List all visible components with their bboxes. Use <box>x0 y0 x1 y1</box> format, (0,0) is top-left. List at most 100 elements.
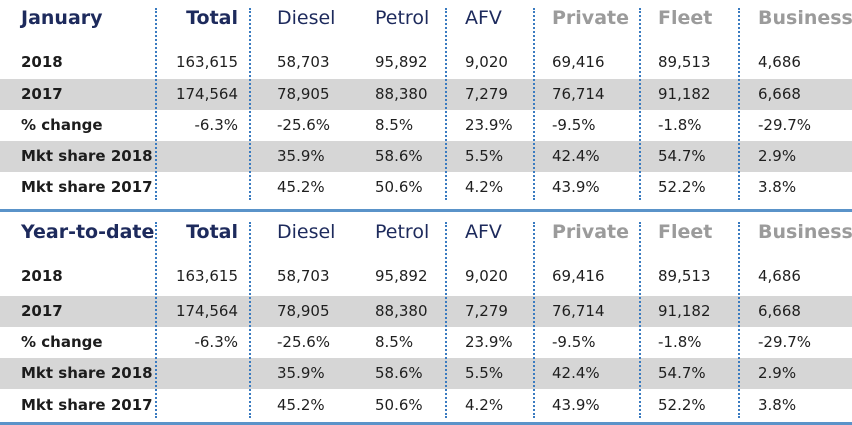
cell-diesel: 58,703 <box>277 267 330 285</box>
column-header-private: Private <box>552 221 629 243</box>
row-label: Mkt share 2017 <box>21 396 153 414</box>
table-row: Mkt share 2017 45.2% 50.6% 4.2% 43.9% 52… <box>0 390 852 421</box>
row-label: 2018 <box>21 53 63 71</box>
column-header-total: Total <box>186 7 238 29</box>
cell-afv: 23.9% <box>465 116 513 134</box>
column-header-diesel: Diesel <box>277 7 336 29</box>
cell-business: -29.7% <box>758 116 812 134</box>
cell-diesel: 45.2% <box>277 396 325 414</box>
cell-total: 163,615 <box>175 53 238 71</box>
column-divider <box>639 222 641 418</box>
row-label: 2017 <box>21 302 63 320</box>
cell-petrol: 58.6% <box>375 364 423 382</box>
cell-afv: 23.9% <box>465 333 513 351</box>
cell-petrol: 88,380 <box>375 85 428 103</box>
column-divider <box>155 222 157 418</box>
row-label: % change <box>21 333 103 351</box>
cell-private: -9.5% <box>552 116 596 134</box>
column-divider <box>445 8 447 200</box>
table-row: 2018 163,615 58,703 95,892 9,020 69,416 … <box>0 47 852 78</box>
column-header-fleet: Fleet <box>658 7 713 29</box>
cell-diesel: 78,905 <box>277 302 330 320</box>
cell-total: 174,564 <box>175 302 238 320</box>
cell-total <box>158 141 238 172</box>
section-divider-rule <box>0 209 852 212</box>
cell-fleet: 52.2% <box>658 178 706 196</box>
row-label: % change <box>21 116 103 134</box>
column-header-petrol: Petrol <box>375 221 430 243</box>
cell-diesel: 35.9% <box>277 147 325 165</box>
cell-petrol: 95,892 <box>375 53 428 71</box>
cell-private: 69,416 <box>552 53 605 71</box>
row-label: 2017 <box>21 85 63 103</box>
table-row: 2017 174,564 78,905 88,380 7,279 76,714 … <box>0 79 852 110</box>
cell-business: 2.9% <box>758 364 797 382</box>
section-divider-rule <box>0 422 852 425</box>
cell-diesel: 45.2% <box>277 178 325 196</box>
cell-diesel: -25.6% <box>277 116 331 134</box>
cell-afv: 9,020 <box>465 267 508 285</box>
cell-private: 69,416 <box>552 267 605 285</box>
cell-fleet: 91,182 <box>658 302 711 320</box>
cell-private: -9.5% <box>552 333 596 351</box>
cell-afv: 5.5% <box>465 147 504 165</box>
cell-petrol: 8.5% <box>375 333 414 351</box>
cell-business: 2.9% <box>758 147 797 165</box>
cell-total: 163,615 <box>175 267 238 285</box>
table-row: Mkt share 2017 45.2% 50.6% 4.2% 43.9% 52… <box>0 172 852 203</box>
table-row: % change -6.3% -25.6% 8.5% 23.9% -9.5% -… <box>0 327 852 358</box>
cell-afv: 7,279 <box>465 302 508 320</box>
cell-diesel: -25.6% <box>277 333 331 351</box>
cell-fleet: 89,513 <box>658 53 711 71</box>
cell-business: 6,668 <box>758 85 801 103</box>
cell-business: 6,668 <box>758 302 801 320</box>
column-divider <box>155 8 157 200</box>
row-label: 2018 <box>21 267 63 285</box>
cell-total <box>158 172 238 203</box>
cell-fleet: -1.8% <box>658 116 702 134</box>
column-header-business: Business <box>758 7 852 29</box>
column-header-business: Business <box>758 221 852 243</box>
table-header-row: Year-to-date Total Diesel Petrol AFV Pri… <box>0 214 852 245</box>
cell-business: 4,686 <box>758 267 801 285</box>
column-header-afv: AFV <box>465 221 502 243</box>
column-header-diesel: Diesel <box>277 221 336 243</box>
table-row: 2017 174,564 78,905 88,380 7,279 76,714 … <box>0 296 852 327</box>
cell-business: 4,686 <box>758 53 801 71</box>
cell-afv: 7,279 <box>465 85 508 103</box>
row-label: Mkt share 2018 <box>21 147 153 165</box>
cell-private: 76,714 <box>552 85 605 103</box>
table-row: Mkt share 2018 35.9% 58.6% 5.5% 42.4% 54… <box>0 141 852 172</box>
cell-afv: 4.2% <box>465 178 504 196</box>
cell-private: 43.9% <box>552 178 600 196</box>
cell-petrol: 50.6% <box>375 178 423 196</box>
cell-fleet: 91,182 <box>658 85 711 103</box>
cell-fleet: 54.7% <box>658 147 706 165</box>
column-divider <box>533 8 535 200</box>
cell-total <box>158 358 238 389</box>
cell-total: -6.3% <box>194 116 238 134</box>
cell-private: 42.4% <box>552 147 600 165</box>
column-divider <box>738 8 740 200</box>
column-divider <box>639 8 641 200</box>
cell-private: 42.4% <box>552 364 600 382</box>
row-label: Mkt share 2018 <box>21 364 153 382</box>
column-header-total: Total <box>186 221 238 243</box>
column-divider <box>738 222 740 418</box>
table-title: January <box>21 7 103 29</box>
cell-total: 174,564 <box>175 85 238 103</box>
cell-afv: 4.2% <box>465 396 504 414</box>
column-header-fleet: Fleet <box>658 221 713 243</box>
cell-afv: 5.5% <box>465 364 504 382</box>
row-label: Mkt share 2017 <box>21 178 153 196</box>
cell-fleet: 52.2% <box>658 396 706 414</box>
column-divider <box>533 222 535 418</box>
cell-fleet: 89,513 <box>658 267 711 285</box>
table-row: Mkt share 2018 35.9% 58.6% 5.5% 42.4% 54… <box>0 358 852 389</box>
cell-petrol: 88,380 <box>375 302 428 320</box>
table-title: Year-to-date <box>21 221 155 243</box>
cell-afv: 9,020 <box>465 53 508 71</box>
cell-fleet: 54.7% <box>658 364 706 382</box>
cell-petrol: 58.6% <box>375 147 423 165</box>
column-header-petrol: Petrol <box>375 7 430 29</box>
